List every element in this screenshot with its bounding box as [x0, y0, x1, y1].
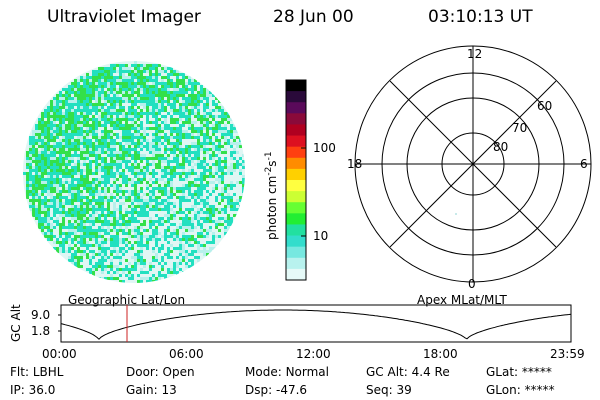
projection-right: Apex MLat/MLT	[417, 293, 507, 307]
altitude-xtick-2359: 23:59	[550, 347, 585, 361]
polar-grid	[354, 45, 592, 283]
status-gain-value: 13	[161, 383, 177, 397]
altitude-xtick-0600: 06:00	[169, 347, 204, 361]
altitude-curve	[60, 309, 572, 340]
uv-image	[23, 61, 245, 283]
colorbar-cell	[286, 257, 306, 270]
colorbar-cell	[286, 235, 306, 248]
time-label: 03:10:13 UT	[428, 7, 533, 27]
uv-image-pixels	[23, 61, 245, 283]
colorbar-cell	[286, 146, 306, 159]
colorbar-cell	[286, 246, 306, 259]
colorbar-cell	[286, 191, 306, 203]
mlt-label-18: 18	[347, 157, 363, 171]
status-dsp-value: -47.6	[275, 383, 308, 397]
status-seq-value: 39	[396, 383, 412, 397]
date-label: 28 Jun 00	[273, 7, 354, 27]
colorbar-cell	[286, 91, 306, 103]
altitude-xtick-0000: 00:00	[42, 347, 77, 361]
colorbar-cell	[286, 224, 306, 237]
altitude-ylabel: GC Alt	[9, 304, 23, 342]
mlt-label-12: 12	[467, 47, 483, 61]
colorbar-cell	[286, 157, 306, 170]
status-glat: GLat: *****	[486, 365, 552, 379]
status-flt: Flt: LBHL	[10, 365, 64, 379]
colorbar-cell	[286, 213, 306, 226]
status-gain: Gain: 13	[126, 383, 177, 397]
colorbar-unit-label: photon cm-2s-1	[264, 151, 279, 240]
status-mode: Mode: Normal	[245, 365, 329, 379]
status-door-value: Open	[162, 365, 195, 379]
altitude-ytick-9: 9.0	[31, 308, 51, 322]
colorbar-cell	[286, 180, 306, 192]
status-mode-value: Normal	[285, 365, 329, 379]
altitude-xtick-1200: 12:00	[296, 347, 331, 361]
altitude-plot	[58, 304, 572, 343]
status-gcalt: GC Alt: 4.4 Re	[366, 365, 450, 379]
colorbar-cell	[286, 135, 306, 148]
projection-left: Geographic Lat/Lon	[68, 293, 186, 307]
status-seq: Seq: 39	[366, 383, 412, 397]
mlt-label-0: 0	[468, 277, 476, 291]
instrument-title: Ultraviolet Imager	[47, 7, 201, 27]
colorbar-cell	[286, 168, 306, 181]
status-glon: GLon: *****	[486, 383, 555, 397]
status-glon-value: *****	[524, 383, 555, 397]
colorbar-cell	[286, 102, 306, 114]
colorbar-cell	[286, 268, 306, 281]
status-door: Door: Open	[126, 365, 195, 379]
status-ip: IP: 36.0	[10, 383, 56, 397]
lat-label-70: 70	[512, 121, 528, 135]
altitude-ytick-1.8: 1.8	[31, 324, 51, 338]
colorbar-cell	[286, 124, 306, 137]
lat-label-60: 60	[537, 99, 553, 113]
status-ip-value: 36.0	[28, 383, 56, 397]
status-glat-value: *****	[521, 365, 552, 379]
polar-line-diag-2	[389, 80, 557, 248]
lat-label-80: 80	[493, 140, 509, 154]
mlt-label-6: 6	[580, 157, 588, 171]
colorbar-label-10: 10	[313, 229, 329, 243]
status-flt-value: LBHL	[32, 365, 64, 379]
colorbar-cell	[286, 202, 306, 214]
colorbar-cell	[286, 113, 306, 126]
colorbar-cell	[286, 80, 306, 92]
status-gcalt-value: 4.4 Re	[411, 365, 450, 379]
polar-data-pixel	[455, 213, 457, 215]
status-dsp: Dsp: -47.6	[245, 383, 308, 397]
altitude-plot-frame	[60, 304, 572, 343]
colorbar	[285, 79, 307, 281]
colorbar-frame	[285, 79, 307, 281]
altitude-xtick-1800: 18:00	[423, 347, 458, 361]
colorbar-label-100: 100	[313, 141, 336, 155]
